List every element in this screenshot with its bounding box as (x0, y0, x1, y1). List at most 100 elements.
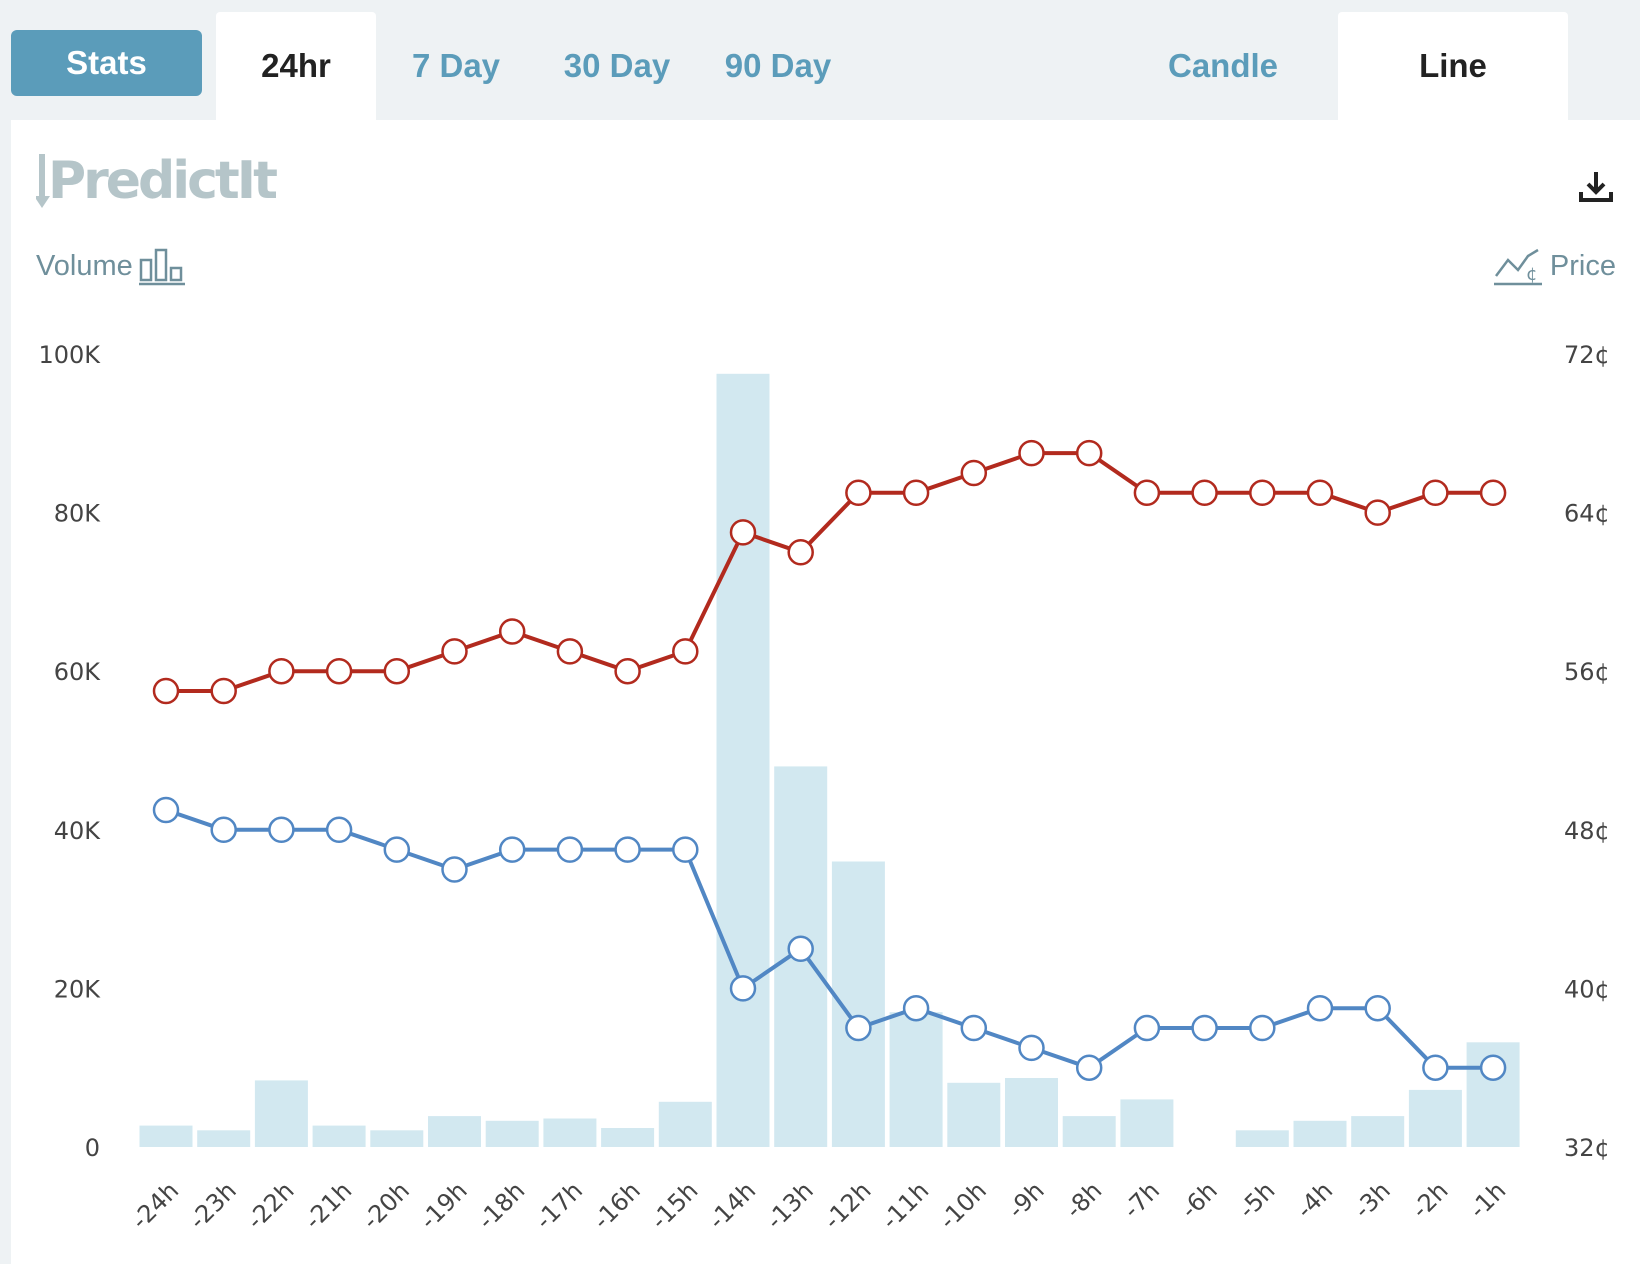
series-point[interactable] (556, 638, 584, 665)
stats-button[interactable]: Stats (11, 30, 202, 96)
predictit-logo: PredictIt (34, 150, 286, 222)
x-tick-label: -1h (1464, 1176, 1511, 1223)
series-point[interactable] (325, 816, 353, 844)
y-right-tick-label: 32¢ (1564, 1134, 1610, 1162)
series-point[interactable] (1075, 439, 1103, 467)
series-point[interactable] (498, 836, 526, 863)
series-point[interactable] (1191, 479, 1218, 507)
series-point[interactable] (1249, 479, 1276, 507)
download-icon[interactable] (1576, 166, 1616, 206)
x-tick-label: -19h (414, 1176, 472, 1234)
series-point[interactable] (1422, 479, 1449, 507)
series-point[interactable] (787, 539, 814, 566)
volume-bar (1120, 1099, 1174, 1147)
series-point[interactable] (672, 638, 699, 665)
series-point[interactable] (152, 677, 180, 705)
series-point[interactable] (210, 677, 237, 705)
x-tick-label: -10h (934, 1176, 992, 1234)
series-line (166, 451, 1494, 693)
y-right-tick-label: 72¢ (1564, 341, 1610, 369)
y-right-tick-label: 40¢ (1564, 975, 1610, 1003)
x-tick-label: -5h (1233, 1176, 1280, 1223)
volume-bar (485, 1120, 539, 1147)
x-tick-label: -17h (530, 1176, 588, 1234)
series-point[interactable] (1364, 499, 1391, 526)
volume-bar (1293, 1120, 1347, 1147)
x-tick-label: -6h (1175, 1176, 1222, 1223)
series-point[interactable] (614, 657, 641, 685)
series-point[interactable] (1191, 1014, 1218, 1042)
tab-24hr[interactable]: 24hr (216, 12, 376, 120)
tab-candle[interactable]: Candle (1167, 47, 1279, 84)
x-tick-label: -15h (645, 1176, 703, 1234)
series-point[interactable] (383, 836, 411, 863)
x-tick-label: -16h (588, 1176, 646, 1234)
series-point[interactable] (960, 459, 988, 487)
volume-bar (370, 1130, 424, 1147)
volume-bar (139, 1125, 193, 1147)
x-tick-label: -2h (1406, 1176, 1453, 1223)
svg-text:¢: ¢ (1526, 264, 1537, 285)
tab-90-day[interactable]: 90 Day (724, 47, 832, 84)
logo-text: PredictIt (48, 151, 277, 211)
tab-30-day[interactable]: 30 Day (563, 47, 671, 84)
x-tick-label: -13h (761, 1176, 819, 1234)
series-point[interactable] (672, 836, 699, 863)
volume-bar (543, 1118, 597, 1147)
series-point[interactable] (383, 657, 411, 685)
series-point[interactable] (152, 796, 180, 824)
x-tick-label: -12h (818, 1176, 876, 1234)
series-point[interactable] (845, 479, 872, 507)
x-tick-label: -8h (1060, 1176, 1107, 1223)
volume-bar (889, 1012, 943, 1147)
y-right-tick-label: 48¢ (1564, 817, 1610, 845)
tab-7-day[interactable]: 7 Day (411, 47, 501, 84)
series-point[interactable] (729, 975, 757, 1002)
series-point[interactable] (614, 836, 641, 863)
volume-bars-icon (138, 248, 185, 286)
series-point[interactable] (1479, 1054, 1507, 1081)
tab-line[interactable]: Line (1338, 12, 1568, 120)
price-line-icon: ¢ (1493, 248, 1542, 286)
series-point[interactable] (787, 935, 814, 963)
series-point[interactable] (210, 816, 237, 844)
x-tick-label: -3h (1348, 1176, 1395, 1223)
price-label: Price (1549, 249, 1616, 282)
series-point[interactable] (845, 1014, 872, 1042)
volume-bar (947, 1082, 1001, 1147)
series-line (165, 808, 1494, 1070)
series-point[interactable] (1364, 994, 1391, 1022)
series-point[interactable] (902, 994, 930, 1022)
y-left-tick-label: 100K (38, 341, 101, 369)
series-point[interactable] (268, 816, 295, 844)
y-left-tick-label: 0 (85, 1134, 100, 1162)
series-point[interactable] (1018, 439, 1045, 467)
series-point[interactable] (1249, 1014, 1276, 1042)
series-point[interactable] (1422, 1054, 1449, 1081)
series-point[interactable] (441, 856, 468, 883)
series-point[interactable] (1306, 994, 1334, 1022)
price-axis-title: ¢ Price (1493, 246, 1616, 286)
volume-bar (1351, 1116, 1405, 1147)
series-point[interactable] (1479, 479, 1507, 507)
y-right-tick-label: 64¢ (1564, 500, 1610, 528)
volume-bar (1062, 1116, 1116, 1147)
series-point[interactable] (498, 618, 526, 645)
series-point[interactable] (268, 657, 295, 685)
series-point[interactable] (1306, 479, 1334, 507)
volume-bar (601, 1128, 655, 1147)
x-tick-label: -4h (1291, 1176, 1338, 1223)
series-point[interactable] (441, 638, 468, 665)
series-point[interactable] (1133, 1014, 1161, 1042)
series-point[interactable] (1133, 479, 1161, 507)
y-right-tick-label: 56¢ (1564, 658, 1610, 686)
series-point[interactable] (902, 479, 930, 507)
series-point[interactable] (1018, 1034, 1045, 1062)
series-point[interactable] (729, 519, 757, 546)
series-point[interactable] (556, 836, 584, 863)
series-point[interactable] (325, 657, 353, 685)
x-tick-label: -18h (472, 1176, 530, 1234)
series-point[interactable] (1075, 1054, 1103, 1081)
volume-bar (716, 373, 770, 1147)
series-point[interactable] (960, 1014, 988, 1042)
